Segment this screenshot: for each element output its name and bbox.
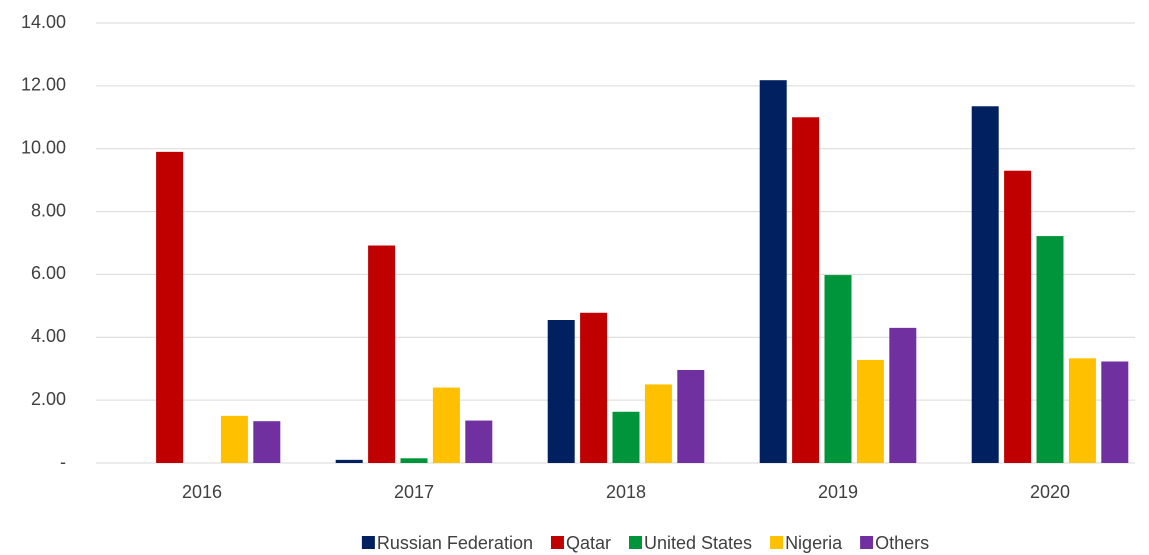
bar [856,359,884,463]
bar [612,411,640,463]
y-tick-label: 14.00 [21,12,66,32]
bar [759,80,787,463]
bar [889,327,917,463]
bar [792,117,820,464]
legend-swatch [361,536,375,549]
y-tick-label: 4.00 [31,326,66,346]
bar [1068,358,1096,463]
legend-swatch [860,536,874,549]
bar [335,459,363,463]
y-tick-label: - [60,452,66,472]
bar [253,421,281,463]
legend-swatch [550,536,564,549]
y-tick-label: 6.00 [31,263,66,283]
x-tick-label: 2020 [1030,482,1070,502]
legend-label: Others [875,533,929,553]
bar [156,151,184,463]
y-tick-label: 10.00 [21,137,66,157]
x-tick-label: 2018 [606,482,646,502]
bar [465,420,493,463]
bar [971,106,999,464]
x-tick-label: 2019 [818,482,858,502]
x-tick-label: 2016 [182,482,222,502]
legend-label: Nigeria [785,533,843,553]
y-tick-label: 12.00 [21,75,66,95]
bar [1036,236,1064,463]
bar [368,245,396,463]
bar [432,387,460,463]
y-tick-label: 8.00 [31,200,66,220]
bar [400,458,428,463]
bar [1004,170,1032,463]
bar [220,415,248,463]
legend-swatch [629,536,642,549]
bar [1101,361,1129,463]
legend-label: Qatar [566,533,611,553]
y-tick-label: 2.00 [31,389,66,409]
bar [547,320,575,463]
bar [580,312,608,463]
legend-label: United States [644,533,752,553]
bar [677,369,705,463]
legend-swatch [770,536,784,549]
bar [824,275,852,463]
legend-label: Russian Federation [377,533,533,553]
x-tick-label: 2017 [394,482,434,502]
bar [644,384,672,463]
